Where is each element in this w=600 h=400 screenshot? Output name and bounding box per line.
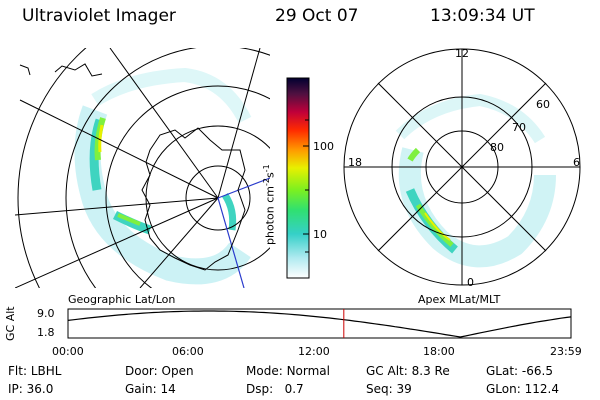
altitude-xtick-4: 23:59 [550, 345, 582, 358]
mlat-label-60: 60 [536, 98, 550, 111]
info-mode: Mode: Normal [246, 364, 330, 378]
info-dsp: Dsp: 0.7 [246, 382, 304, 396]
info-gc-alt: GC Alt: 8.3 Re [366, 364, 450, 378]
instrument-title: Ultraviolet Imager [22, 6, 176, 26]
colorbar-tick-10: 10 [313, 228, 327, 241]
info-glon: GLon: 112.4 [486, 382, 559, 396]
info-glat: GLat: -66.5 [486, 364, 553, 378]
altitude-ylabel: GC Alt [4, 306, 17, 341]
mlt-label-6: 6 [573, 156, 580, 169]
geographic-map [15, 48, 270, 288]
altitude-plot [67, 308, 572, 339]
aurora-emission-right [395, 93, 556, 268]
aurora-emission-left [74, 67, 252, 285]
altitude-xtick-2: 12:00 [298, 345, 330, 358]
altitude-ytick-top: 9.0 [37, 307, 55, 320]
mlt-label-0: 0 [467, 276, 474, 289]
time-label: 13:09:34 UT [430, 6, 535, 26]
info-seq: Seq: 39 [366, 382, 412, 396]
mlat-label-70: 70 [512, 121, 526, 134]
altitude-xtick-0: 00:00 [52, 345, 84, 358]
colorbar-tick-100: 100 [313, 140, 334, 153]
info-door: Door: Open [125, 364, 194, 378]
mlt-label-12: 12 [455, 47, 469, 60]
info-flt: Flt: LBHL [8, 364, 62, 378]
date-label: 29 Oct 07 [275, 6, 359, 26]
altitude-xtick-3: 18:00 [423, 345, 455, 358]
altitude-xtick-1: 06:00 [172, 345, 204, 358]
info-ip: IP: 36.0 [8, 382, 54, 396]
coastline [141, 127, 246, 271]
colorbar-unit: photon cm-2s-1 [262, 164, 277, 245]
mlat-label-80: 80 [490, 141, 504, 154]
apex-caption: Apex MLat/MLT [418, 293, 501, 306]
colorbar [286, 77, 310, 279]
geographic-caption: Geographic Lat/Lon [68, 293, 176, 306]
magnetic-polar-plot [343, 48, 581, 286]
mlt-label-18: 18 [348, 156, 362, 169]
altitude-ytick-bottom: 1.8 [37, 326, 55, 339]
info-gain: Gain: 14 [125, 382, 176, 396]
